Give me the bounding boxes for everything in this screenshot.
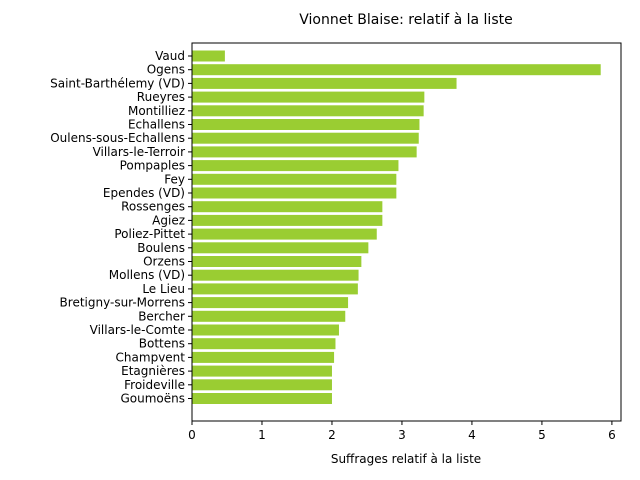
category-label: Rossenges: [121, 200, 185, 214]
bar-21: [192, 338, 336, 350]
category-label: Froideville: [124, 378, 185, 392]
category-label: Ependes (VD): [103, 186, 185, 200]
plot-frame: [191, 42, 622, 422]
category-label: Bottens: [139, 337, 185, 351]
category-label: Orzens: [143, 255, 185, 269]
category-label: Le Lieu: [142, 282, 185, 296]
category-label: Ogens: [147, 63, 185, 77]
bar-23: [192, 365, 332, 377]
bar-15: [192, 256, 362, 267]
chart-title: Vionnet Blaise: relatif à la liste: [299, 12, 512, 28]
category-label: Bretigny-sur-Morrens: [60, 296, 185, 310]
category-label: Goumoëns: [120, 392, 185, 406]
x-tick-label: 4: [468, 428, 476, 442]
category-label: Vaud: [155, 49, 185, 63]
category-label: Bercher: [138, 309, 185, 323]
x-tick-label: 2: [328, 428, 336, 442]
bars-layer: [192, 50, 601, 404]
bar-13: [192, 228, 377, 240]
bar-25: [192, 393, 332, 404]
category-label: Oulens-sous-Echallens: [50, 131, 185, 145]
bar-3: [192, 91, 425, 103]
bar-24: [192, 379, 332, 391]
x-tick-label: 5: [538, 428, 546, 442]
bar-0: [192, 50, 225, 62]
bar-19: [192, 310, 346, 322]
bar-18: [192, 297, 349, 309]
x-tick-label: 3: [398, 428, 406, 442]
category-label: Rueyres: [137, 90, 185, 104]
bar-7: [192, 146, 417, 158]
bar-22: [192, 351, 335, 363]
bar-6: [192, 132, 419, 144]
x-axis-label: Suffrages relatif à la liste: [331, 452, 481, 466]
bar-20: [192, 324, 339, 336]
bar-4: [192, 105, 424, 117]
bar-10: [192, 187, 397, 199]
category-label: Pompaples: [120, 159, 185, 173]
category-label: Etagnières: [121, 364, 185, 378]
category-label: Boulens: [137, 241, 185, 255]
x-tick-label: 6: [608, 428, 616, 442]
bar-14: [192, 242, 369, 254]
bar-8: [192, 160, 399, 172]
x-tick-label: 1: [258, 428, 266, 442]
category-label: Agiez: [152, 213, 185, 227]
bar-12: [192, 214, 383, 226]
bar-5: [192, 119, 420, 130]
category-label: Montilliez: [128, 104, 185, 118]
category-label: Villars-le-Comte: [90, 323, 185, 337]
bar-16: [192, 269, 359, 281]
category-label: Villars-le-Terroir: [93, 145, 186, 159]
category-label: Champvent: [116, 350, 186, 364]
bar-9: [192, 173, 397, 185]
category-label: Echallens: [128, 118, 185, 132]
bar-1: [192, 64, 601, 76]
category-label: Fey: [164, 172, 185, 186]
category-label: Poliez-Pittet: [114, 227, 185, 241]
category-label: Mollens (VD): [109, 268, 185, 282]
bar-11: [192, 201, 383, 213]
x-axis-ticks: 0 1 2 3 4 5 6: [188, 421, 616, 442]
category-label: Saint-Barthélemy (VD): [50, 76, 185, 90]
bar-17: [192, 283, 358, 295]
x-tick-label: 0: [188, 428, 196, 442]
bar-2: [192, 77, 457, 89]
